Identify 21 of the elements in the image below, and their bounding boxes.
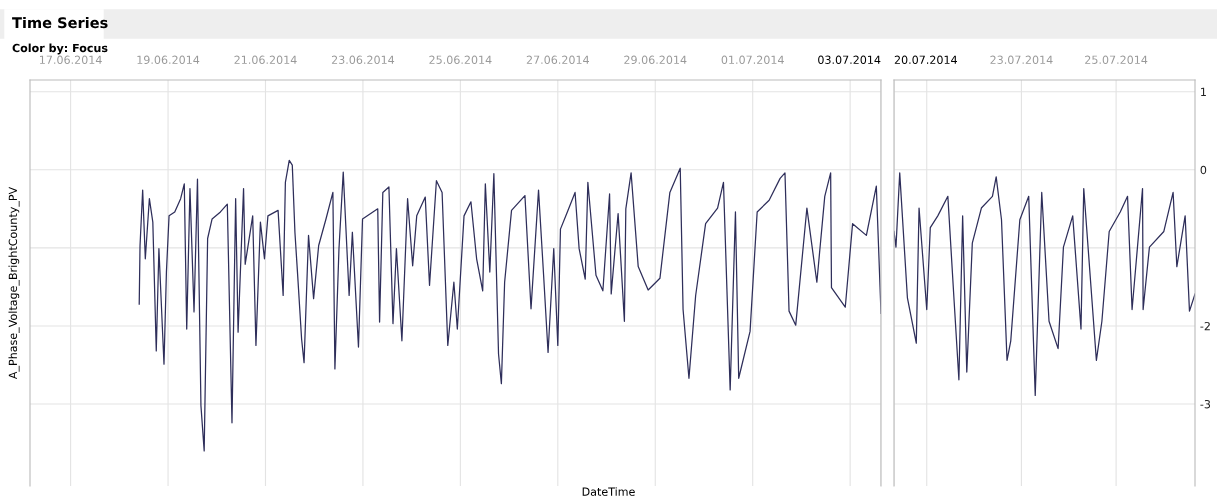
- x-tick-label: 01.07.2014: [721, 55, 784, 64]
- y-tick-label: 0: [1200, 165, 1207, 175]
- x-tick-label: 21.06.2014: [234, 55, 297, 64]
- y-tick-label: -2: [1200, 321, 1210, 331]
- x-tick-label: 27.06.2014: [526, 55, 589, 64]
- x-tick-label: 23.06.2014: [331, 55, 395, 64]
- chart-title: Time Series: [12, 16, 108, 29]
- y-axis-title: A_Phase_Voltage_BrightCounty_PV: [8, 186, 20, 380]
- y-tick-label: -3: [1200, 399, 1211, 409]
- x-tick-label: 03.07.2014: [818, 55, 881, 64]
- x-tick-label: 19.06.2014: [137, 55, 200, 64]
- x-tick-label: 23.07.2014: [990, 55, 1053, 64]
- x-tick-label: 25.06.2014: [429, 55, 492, 64]
- x-tick-label: 17.06.2014: [40, 55, 102, 64]
- chart-subtitle: Color by: Focus: [12, 43, 108, 55]
- x-tick-label: 29.06.2014: [624, 55, 687, 64]
- x-tick-label: 25.07.2014: [1085, 55, 1148, 64]
- line-series: [894, 172, 1195, 397]
- x-axis-title: DateTime: [582, 487, 635, 496]
- x-tick-label: 20.07.2014: [894, 55, 957, 64]
- y-tick-label: 1: [1201, 87, 1206, 96]
